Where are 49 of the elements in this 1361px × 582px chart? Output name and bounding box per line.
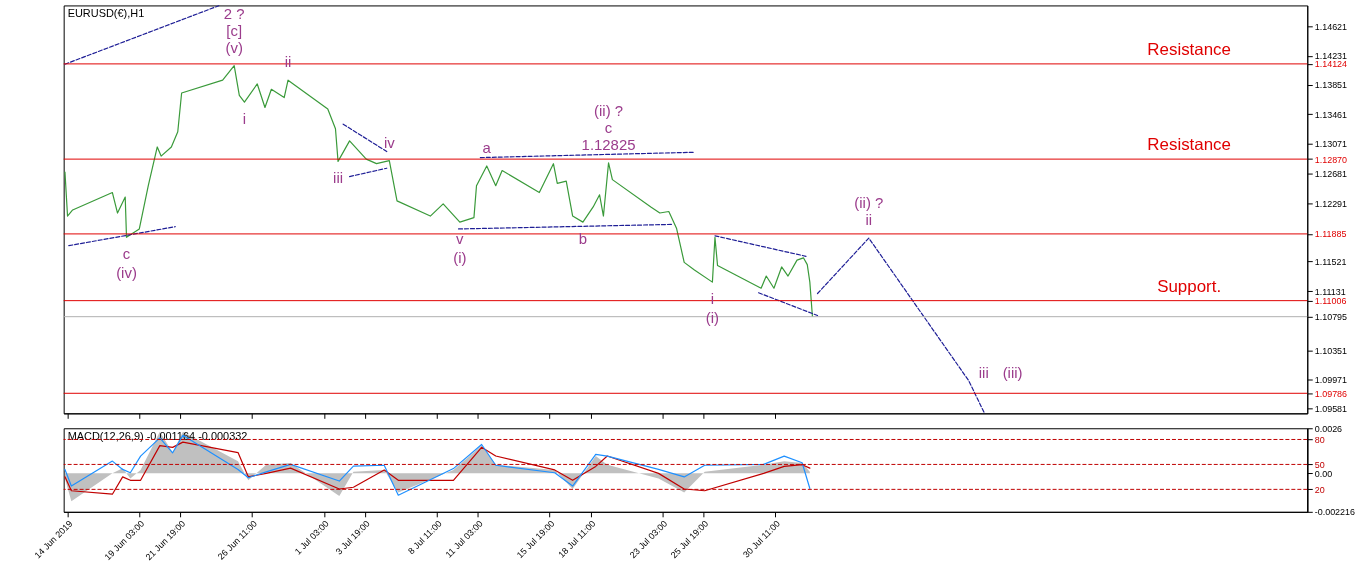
annotation: a <box>482 139 492 157</box>
annotation: (v) <box>225 38 243 56</box>
annotation: iv <box>383 133 396 151</box>
annotation: 1.12825 <box>581 135 636 153</box>
y-tick-label: 1.11131 <box>1314 286 1346 297</box>
y-tick-label: 1.10795 <box>1314 312 1348 323</box>
annotation: (i) <box>453 248 467 266</box>
annotation: (i) <box>705 308 720 326</box>
annotation: (iv) <box>116 264 137 282</box>
ref-line-label: Support. <box>1157 276 1222 296</box>
annotation: i <box>710 290 715 308</box>
chart-title: EURUSD(€),H1 <box>67 7 145 20</box>
annotation: (iii) <box>1002 363 1023 381</box>
annotation: v <box>456 230 465 248</box>
y-tick-label: 1.14621 <box>1314 21 1348 32</box>
y-tick-label: 1.11885 <box>1314 229 1347 240</box>
y-tick-label: -0.002216 <box>1314 507 1356 518</box>
annotation: c <box>122 245 131 263</box>
annotation: (ii) ? <box>594 102 624 120</box>
y-tick-label: 0.0026 <box>1314 423 1343 434</box>
annotation: b <box>578 230 588 248</box>
y2-tick-label: 20 <box>1314 484 1325 495</box>
y2-tick-label: 50 <box>1314 459 1325 470</box>
y-tick-label: 1.13461 <box>1314 109 1348 120</box>
y2-tick-label: 80 <box>1314 434 1325 445</box>
annotation: iii <box>333 169 343 187</box>
annotation: (ii) ? <box>854 194 884 212</box>
y-tick-label: 1.09971 <box>1314 374 1348 385</box>
annotation: ii <box>865 211 873 229</box>
y-tick-label: 1.13071 <box>1314 139 1348 150</box>
y-tick-label: 1.11006 <box>1314 296 1347 307</box>
annotation: i <box>242 110 247 128</box>
annotation: c <box>604 119 613 137</box>
y-tick-label: 1.09786 <box>1314 388 1348 399</box>
annotation: iii <box>978 363 989 381</box>
y-tick-label: 1.12291 <box>1314 198 1348 209</box>
y-tick-label: 1.14231 <box>1314 51 1348 62</box>
y-tick-label: 1.10351 <box>1314 345 1348 356</box>
annotation: 2 ? <box>223 4 245 22</box>
ref-line-label: Resistance <box>1147 39 1231 59</box>
y-tick-label: 1.09581 <box>1314 404 1348 415</box>
y-tick-label: 1.13851 <box>1314 80 1348 91</box>
y-tick-label: 1.14124 <box>1314 59 1348 70</box>
y-tick-label: 1.11521 <box>1314 257 1347 268</box>
y-tick-label: 1.12870 <box>1314 154 1348 165</box>
y-tick-label: 1.12681 <box>1314 168 1348 179</box>
ref-line-label: Resistance <box>1147 135 1231 155</box>
annotation: [c] <box>226 21 243 39</box>
y-tick-label: 0.00 <box>1314 468 1333 479</box>
